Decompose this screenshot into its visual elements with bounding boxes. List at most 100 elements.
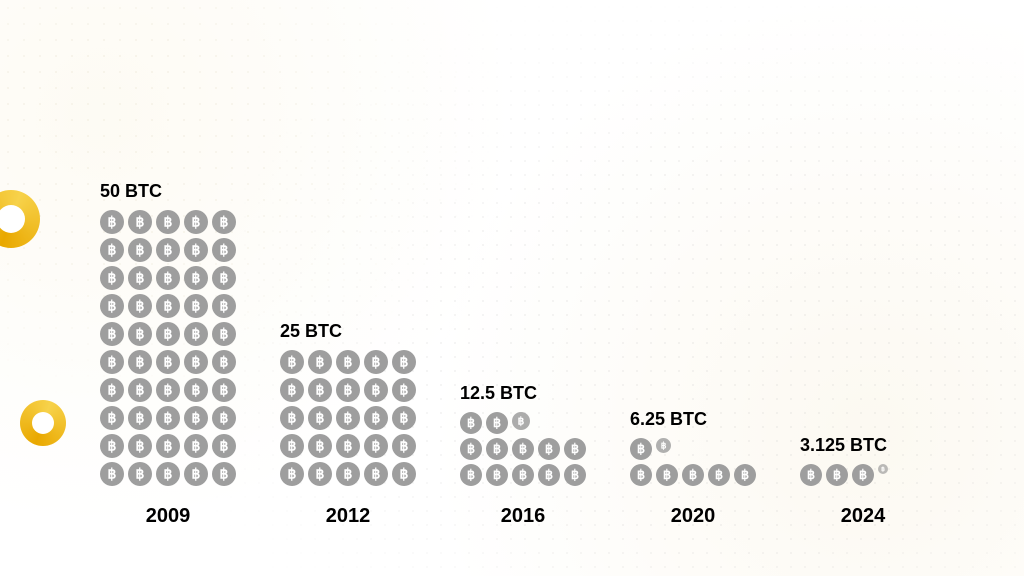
svg-text:฿: ฿ xyxy=(881,466,885,473)
coin-grid: ฿ ฿ ฿ ฿ ฿ ฿ ฿ ฿ ฿ ฿ ฿ ฿ ฿ ฿ ฿ xyxy=(100,210,236,486)
svg-text:฿: ฿ xyxy=(108,242,117,258)
bitcoin-coin-icon: ฿ xyxy=(564,438,586,460)
bitcoin-coin-icon: ฿ xyxy=(156,350,180,374)
bitcoin-coin-icon: ฿ xyxy=(184,378,208,402)
svg-text:฿: ฿ xyxy=(108,214,117,230)
chart-column: 3.125 BTC ฿ ฿ ฿ ฿ xyxy=(800,435,888,486)
bitcoin-coin-icon: ฿ xyxy=(392,350,416,374)
svg-text:฿: ฿ xyxy=(108,326,117,342)
bitcoin-coin-icon: ฿ xyxy=(630,464,652,486)
bitcoin-coin-icon: ฿ xyxy=(308,350,332,374)
bitcoin-coin-icon: ฿ xyxy=(128,462,152,486)
bitcoin-coin-icon: ฿ xyxy=(184,350,208,374)
svg-text:฿: ฿ xyxy=(400,438,409,454)
column-value-label: 50 BTC xyxy=(100,181,162,202)
bitcoin-coin-icon: ฿ xyxy=(128,322,152,346)
coin-grid: ฿ ฿ ฿ ฿ ฿ ฿ ฿ ฿ ฿ ฿ ฿ ฿ ฿ ฿ ฿ xyxy=(280,350,416,486)
svg-text:฿: ฿ xyxy=(400,354,409,370)
bitcoin-coin-icon: ฿ xyxy=(184,434,208,458)
bitcoin-coin-icon: ฿ xyxy=(486,438,508,460)
svg-text:฿: ฿ xyxy=(220,326,229,342)
svg-text:฿: ฿ xyxy=(164,466,173,482)
bitcoin-coin-icon: ฿ xyxy=(156,238,180,262)
bitcoin-coin-icon: ฿ xyxy=(100,238,124,262)
svg-text:฿: ฿ xyxy=(220,214,229,230)
halving-chart: 50 BTC ฿ ฿ ฿ ฿ ฿ ฿ ฿ ฿ ฿ ฿ ฿ ฿ ฿ ฿ xyxy=(100,126,964,486)
bitcoin-coin-icon: ฿ xyxy=(128,378,152,402)
svg-text:฿: ฿ xyxy=(316,410,325,426)
svg-text:฿: ฿ xyxy=(467,441,475,456)
coin-grid: ฿ ฿ ฿ ฿ xyxy=(800,464,888,486)
svg-text:฿: ฿ xyxy=(545,441,553,456)
svg-text:฿: ฿ xyxy=(136,438,145,454)
svg-text:฿: ฿ xyxy=(220,466,229,482)
year-label: 2020 xyxy=(630,505,756,528)
bitcoin-coin-icon: ฿ xyxy=(280,406,304,430)
svg-text:฿: ฿ xyxy=(859,467,867,482)
bitcoin-coin-icon: ฿ xyxy=(212,406,236,430)
coin-row: ฿ ฿ ฿ ฿ ฿ xyxy=(460,464,586,486)
svg-text:฿: ฿ xyxy=(288,466,297,482)
svg-text:฿: ฿ xyxy=(518,415,525,427)
svg-text:฿: ฿ xyxy=(493,415,501,430)
svg-text:฿: ฿ xyxy=(136,354,145,370)
decor-ring xyxy=(0,190,40,248)
bitcoin-coin-icon: ฿ xyxy=(156,266,180,290)
bitcoin-coin-icon: ฿ xyxy=(100,406,124,430)
column-value-label: 3.125 BTC xyxy=(800,435,887,456)
bitcoin-coin-icon: ฿ xyxy=(128,350,152,374)
svg-text:฿: ฿ xyxy=(833,467,841,482)
chart-column: 6.25 BTC ฿ ฿ ฿ ฿ ฿ ฿ ฿ xyxy=(630,409,756,486)
svg-text:฿: ฿ xyxy=(220,298,229,314)
svg-text:฿: ฿ xyxy=(400,466,409,482)
bitcoin-coin-icon: ฿ xyxy=(392,434,416,458)
svg-text:฿: ฿ xyxy=(108,382,117,398)
coin-row: ฿ ฿ ฿ ฿ ฿ xyxy=(280,434,416,458)
bitcoin-coin-icon: ฿ xyxy=(538,464,560,486)
svg-text:฿: ฿ xyxy=(164,382,173,398)
svg-text:฿: ฿ xyxy=(220,410,229,426)
bitcoin-coin-icon: ฿ xyxy=(184,462,208,486)
year-label: 2009 xyxy=(100,505,236,528)
bitcoin-coin-icon: ฿ xyxy=(184,406,208,430)
bitcoin-coin-icon: ฿ xyxy=(156,378,180,402)
svg-text:฿: ฿ xyxy=(741,467,749,482)
bitcoin-coin-icon: ฿ xyxy=(512,412,530,430)
svg-text:฿: ฿ xyxy=(288,354,297,370)
bitcoin-coin-icon: ฿ xyxy=(486,464,508,486)
svg-text:฿: ฿ xyxy=(192,466,201,482)
bitcoin-coin-icon: ฿ xyxy=(656,438,671,453)
bitcoin-coin-icon: ฿ xyxy=(364,350,388,374)
svg-text:฿: ฿ xyxy=(519,467,527,482)
coin-row: ฿ ฿ ฿ ฿ ฿ xyxy=(100,266,236,290)
svg-text:฿: ฿ xyxy=(316,382,325,398)
year-label: 2016 xyxy=(460,505,586,528)
svg-text:฿: ฿ xyxy=(344,438,353,454)
coin-row: ฿ ฿ ฿ ฿ ฿ xyxy=(280,350,416,374)
bitcoin-coin-icon: ฿ xyxy=(184,238,208,262)
svg-text:฿: ฿ xyxy=(545,467,553,482)
svg-text:฿: ฿ xyxy=(372,410,381,426)
svg-text:฿: ฿ xyxy=(164,270,173,286)
coin-row: ฿ ฿ ฿ ฿ ฿ xyxy=(100,294,236,318)
svg-text:฿: ฿ xyxy=(344,466,353,482)
coin-row: ฿ ฿ ฿ ฿ ฿ xyxy=(100,462,236,486)
coin-row: ฿ ฿ ฿ ฿ ฿ xyxy=(100,322,236,346)
bitcoin-coin-icon: ฿ xyxy=(392,406,416,430)
column-value-label: 12.5 BTC xyxy=(460,383,537,404)
column-value-label: 25 BTC xyxy=(280,321,342,342)
svg-text:฿: ฿ xyxy=(661,440,667,450)
svg-text:฿: ฿ xyxy=(136,326,145,342)
svg-text:฿: ฿ xyxy=(164,410,173,426)
svg-text:฿: ฿ xyxy=(220,382,229,398)
svg-text:฿: ฿ xyxy=(344,354,353,370)
svg-text:฿: ฿ xyxy=(136,298,145,314)
coin-row: ฿ ฿ ฿ ฿ ฿ xyxy=(100,406,236,430)
svg-text:฿: ฿ xyxy=(467,415,475,430)
svg-text:฿: ฿ xyxy=(715,467,723,482)
svg-text:฿: ฿ xyxy=(192,214,201,230)
bitcoin-coin-icon: ฿ xyxy=(100,322,124,346)
svg-text:฿: ฿ xyxy=(164,242,173,258)
svg-text:฿: ฿ xyxy=(344,410,353,426)
bitcoin-coin-icon: ฿ xyxy=(212,350,236,374)
